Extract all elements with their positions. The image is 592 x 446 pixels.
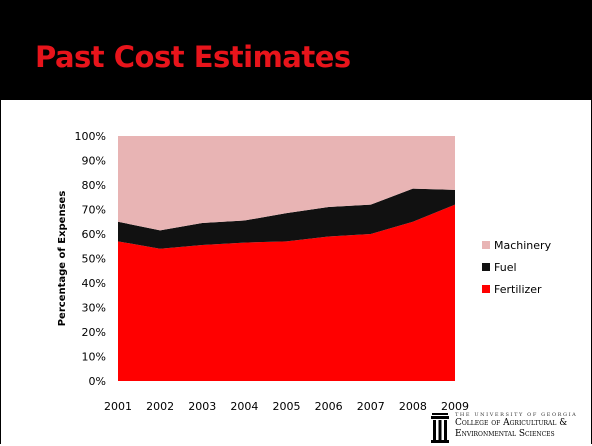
y-axis-label: Percentage of Expenses [57, 191, 68, 327]
y-tick-label: 30% [82, 302, 106, 315]
x-tick-label: 2008 [399, 400, 427, 413]
x-tick-label: 2005 [273, 400, 301, 413]
university-logo: THE UNIVERSITY OF GEORGIA College of Agr… [430, 409, 592, 446]
y-tick-label: 50% [82, 253, 106, 266]
area-fuel [118, 188, 455, 249]
y-tick-label: 40% [82, 277, 106, 290]
title-bar [0, 0, 592, 100]
legend-swatch-machinery [482, 241, 490, 249]
legend-label-machinery: Machinery [494, 239, 552, 252]
y-tick-label: 90% [82, 155, 106, 168]
x-tick-label: 2009 [441, 400, 469, 413]
logo-college: College of Agricultural & [455, 418, 568, 428]
y-tick-label: 0% [89, 375, 106, 388]
logo-university: THE UNIVERSITY OF GEORGIA [455, 412, 578, 418]
logo-department: Environmental Sciences [455, 429, 555, 439]
y-tick-label: 80% [82, 179, 106, 192]
area-fertilizer [118, 204, 455, 381]
y-tick-label: 10% [82, 351, 106, 364]
x-tick-label: 2006 [315, 400, 343, 413]
x-tick-label: 2007 [357, 400, 385, 413]
x-tick-label: 2001 [104, 400, 132, 413]
area-machinery [118, 136, 455, 231]
slide-title: Past Cost Estimates [35, 40, 351, 74]
x-tick-label: 2003 [188, 400, 216, 413]
legend-label-fuel: Fuel [494, 261, 517, 274]
y-tick-label: 60% [82, 228, 106, 241]
legend-swatch-fertilizer [482, 285, 490, 293]
legend-label-fertilizer: Fertilizer [494, 283, 542, 296]
y-tick-label: 70% [82, 204, 106, 217]
arch-icon [431, 413, 449, 443]
y-tick-label: 100% [75, 130, 106, 143]
y-tick-label: 20% [82, 326, 106, 339]
x-tick-label: 2002 [146, 400, 174, 413]
x-tick-label: 2004 [230, 400, 258, 413]
legend-swatch-fuel [482, 263, 490, 271]
